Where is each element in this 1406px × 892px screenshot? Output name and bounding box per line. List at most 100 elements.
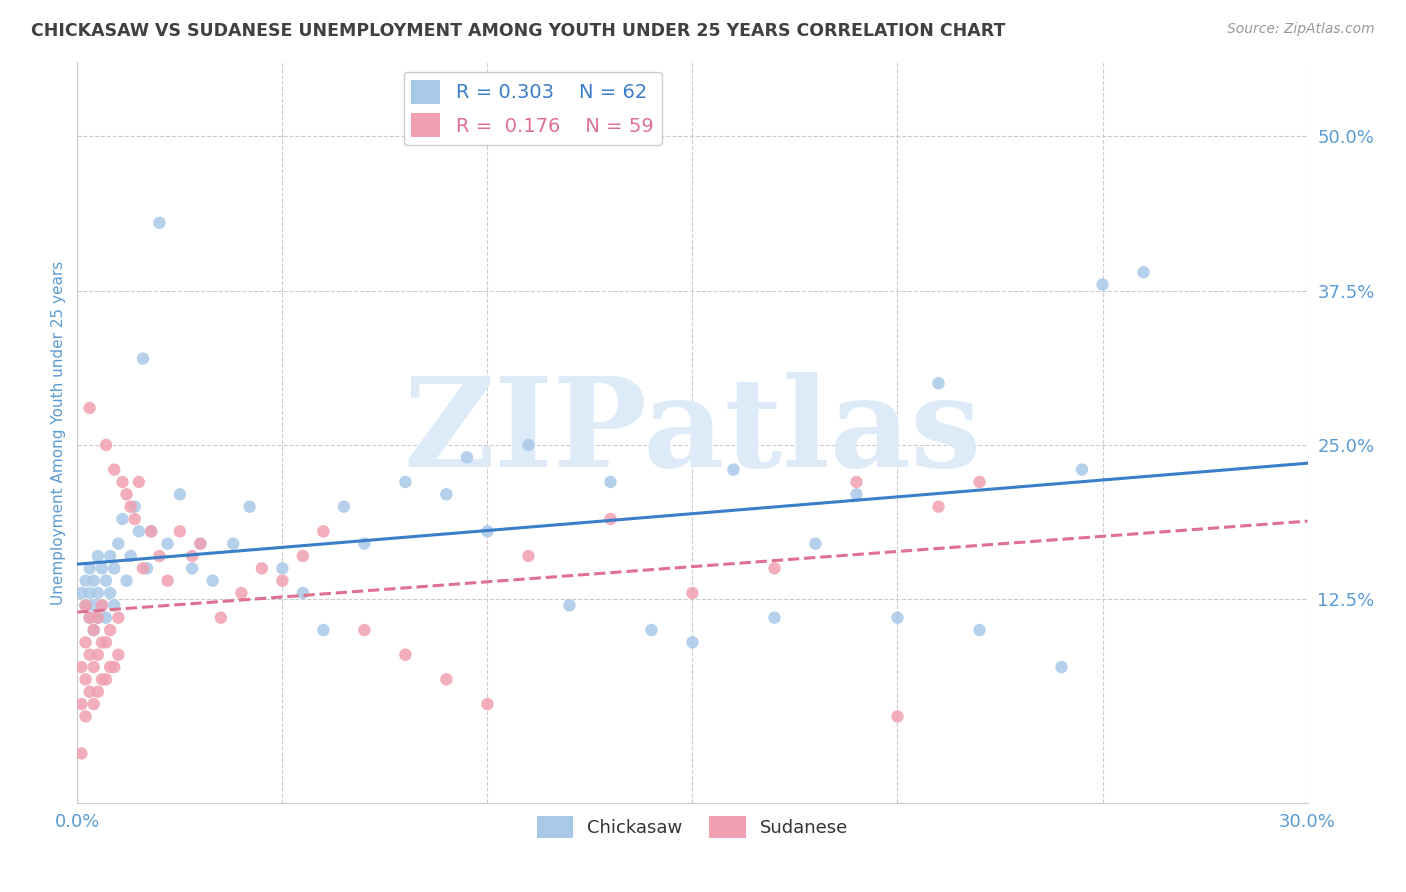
Point: [394, 475, 416, 489]
Point: [79, 648, 101, 662]
Point: [436, 673, 458, 687]
Point: [1091, 277, 1114, 292]
Point: [98, 623, 121, 637]
Point: [103, 561, 125, 575]
Point: [79, 611, 101, 625]
Point: [83, 660, 105, 674]
Point: [141, 524, 163, 539]
Point: [845, 487, 868, 501]
Point: [231, 586, 253, 600]
Point: [79, 685, 101, 699]
Point: [94, 611, 117, 625]
Point: [124, 512, 146, 526]
Point: [141, 524, 163, 539]
Point: [83, 623, 105, 637]
Point: [201, 574, 224, 588]
Point: [94, 635, 117, 649]
Point: [79, 611, 101, 625]
Point: [70, 586, 93, 600]
Point: [682, 635, 704, 649]
Point: [90, 599, 114, 613]
Point: [640, 623, 662, 637]
Point: [169, 524, 191, 539]
Point: [969, 623, 991, 637]
Point: [107, 611, 129, 625]
Point: [132, 351, 155, 366]
Point: [90, 673, 114, 687]
Point: [128, 524, 150, 539]
Point: [599, 475, 621, 489]
Point: [115, 574, 138, 588]
Point: [87, 549, 110, 563]
Point: [456, 450, 478, 465]
Point: [75, 574, 97, 588]
Point: [222, 536, 245, 550]
Point: [763, 611, 786, 625]
Point: [969, 475, 991, 489]
Point: [599, 512, 621, 526]
Point: [845, 475, 868, 489]
Point: [111, 512, 134, 526]
Point: [94, 574, 117, 588]
Y-axis label: Unemployment Among Youth under 25 years: Unemployment Among Youth under 25 years: [51, 260, 66, 605]
Point: [87, 648, 110, 662]
Point: [1050, 660, 1073, 674]
Text: Source: ZipAtlas.com: Source: ZipAtlas.com: [1227, 22, 1375, 37]
Legend: Chickasaw, Sudanese: Chickasaw, Sudanese: [530, 809, 855, 846]
Point: [156, 574, 179, 588]
Point: [90, 635, 114, 649]
Point: [1071, 462, 1094, 476]
Point: [103, 462, 125, 476]
Point: [291, 549, 314, 563]
Point: [517, 549, 540, 563]
Point: [90, 599, 114, 613]
Point: [136, 561, 159, 575]
Point: [682, 586, 704, 600]
Point: [723, 462, 745, 476]
Point: [886, 611, 908, 625]
Point: [188, 536, 212, 550]
Point: [79, 561, 101, 575]
Point: [132, 561, 155, 575]
Point: [169, 487, 191, 501]
Point: [87, 586, 110, 600]
Point: [70, 697, 93, 711]
Point: [87, 685, 110, 699]
Point: [181, 549, 204, 563]
Point: [148, 549, 170, 563]
Point: [115, 487, 138, 501]
Point: [94, 673, 117, 687]
Point: [94, 438, 117, 452]
Point: [128, 475, 150, 489]
Point: [477, 697, 499, 711]
Point: [333, 500, 356, 514]
Point: [250, 561, 273, 575]
Point: [763, 561, 786, 575]
Point: [124, 500, 146, 514]
Point: [87, 611, 110, 625]
Point: [75, 709, 97, 723]
Point: [394, 648, 416, 662]
Point: [558, 599, 581, 613]
Point: [120, 500, 142, 514]
Point: [239, 500, 262, 514]
Point: [928, 376, 950, 391]
Point: [312, 524, 335, 539]
Point: [886, 709, 908, 723]
Point: [103, 599, 125, 613]
Point: [75, 635, 97, 649]
Point: [75, 673, 97, 687]
Point: [83, 697, 105, 711]
Point: [83, 574, 105, 588]
Point: [107, 536, 129, 550]
Point: [436, 487, 458, 501]
Point: [79, 401, 101, 415]
Point: [156, 536, 179, 550]
Point: [353, 623, 375, 637]
Point: [75, 599, 97, 613]
Point: [181, 561, 204, 575]
Point: [517, 438, 540, 452]
Point: [111, 475, 134, 489]
Point: [83, 599, 105, 613]
Text: CHICKASAW VS SUDANESE UNEMPLOYMENT AMONG YOUTH UNDER 25 YEARS CORRELATION CHART: CHICKASAW VS SUDANESE UNEMPLOYMENT AMONG…: [31, 22, 1005, 40]
